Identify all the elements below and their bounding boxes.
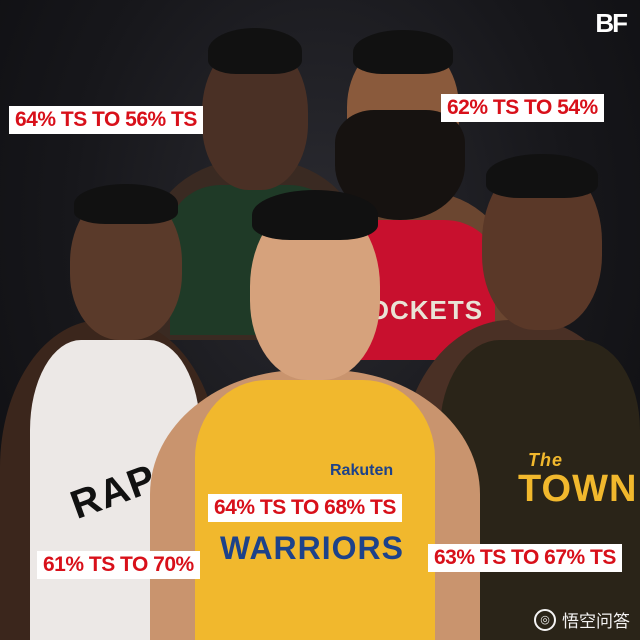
wukong-watermark: ◎ 悟空问答 [534,607,630,632]
town-the: The [528,450,564,470]
giannis-hair [208,28,302,74]
wukong-logo-icon: ◎ [534,608,556,631]
stat-label-harden: 62% TS TO 54% [441,94,604,122]
kawhi-hair [74,184,178,224]
stat-label-kawhi: 61% TS TO 70% [37,551,200,579]
durant-hair [486,154,598,198]
stat-label-giannis: 64% TS TO 56% TS [9,106,203,134]
watermark-text: 悟空问答 [562,612,630,632]
rakuten-patch: Rakuten [330,462,394,479]
stat-label-durant: 63% TS TO 67% TS [428,544,622,572]
stat-label-curry: 64% TS TO 68% TS [208,494,402,522]
harden-hair [353,30,453,74]
bf-logo: BF [595,8,628,38]
warriors-wordmark: WARRIORS [220,530,404,566]
town-wordmark: TOWN [518,468,638,510]
curry-hair [252,190,378,240]
